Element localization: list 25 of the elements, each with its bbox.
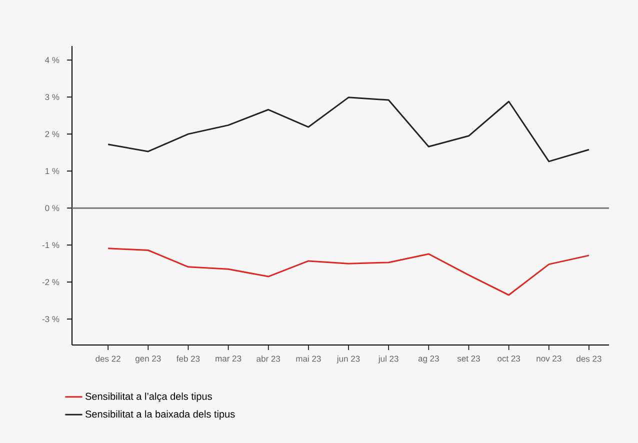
x-tick-label: mai 23 [296, 356, 321, 362]
x-tick-label: abr 23 [256, 356, 280, 362]
line-series [107, 96, 590, 162]
x-tick-label: gen 23 [136, 356, 161, 364]
y-tick-label: -2 % [42, 279, 60, 286]
y-tick-label: 4 % [45, 57, 60, 64]
x-tick-label: des 22 [96, 356, 120, 362]
y-tick-label: 0 % [45, 205, 60, 212]
x-tick-label: jun 23 [336, 356, 360, 364]
x-tick-label: des 23 [576, 356, 602, 362]
x-tick-label: nov 23 [536, 356, 562, 362]
x-tick-label: jul 23 [378, 356, 398, 364]
x-tick-label: mar 23 [216, 356, 242, 362]
x-tick-label: set 23 [457, 356, 480, 362]
legend-label: Sensibilitat a la baixada dels tipus [85, 410, 235, 420]
line-series [107, 248, 590, 296]
y-tick-label: 2 % [45, 131, 60, 138]
x-tick-label: ag 23 [418, 356, 439, 364]
legend-label: Sensibilitat a l’alça dels tipus [85, 392, 212, 402]
y-tick-label: -1 % [42, 242, 60, 248]
y-tick-label: 3 % [45, 94, 60, 100]
x-tick-label: feb 23 [176, 356, 200, 362]
y-tick-label: -3 % [42, 316, 60, 322]
y-tick-label: 1 % [45, 168, 60, 174]
x-tick-label: oct 23 [498, 356, 520, 362]
